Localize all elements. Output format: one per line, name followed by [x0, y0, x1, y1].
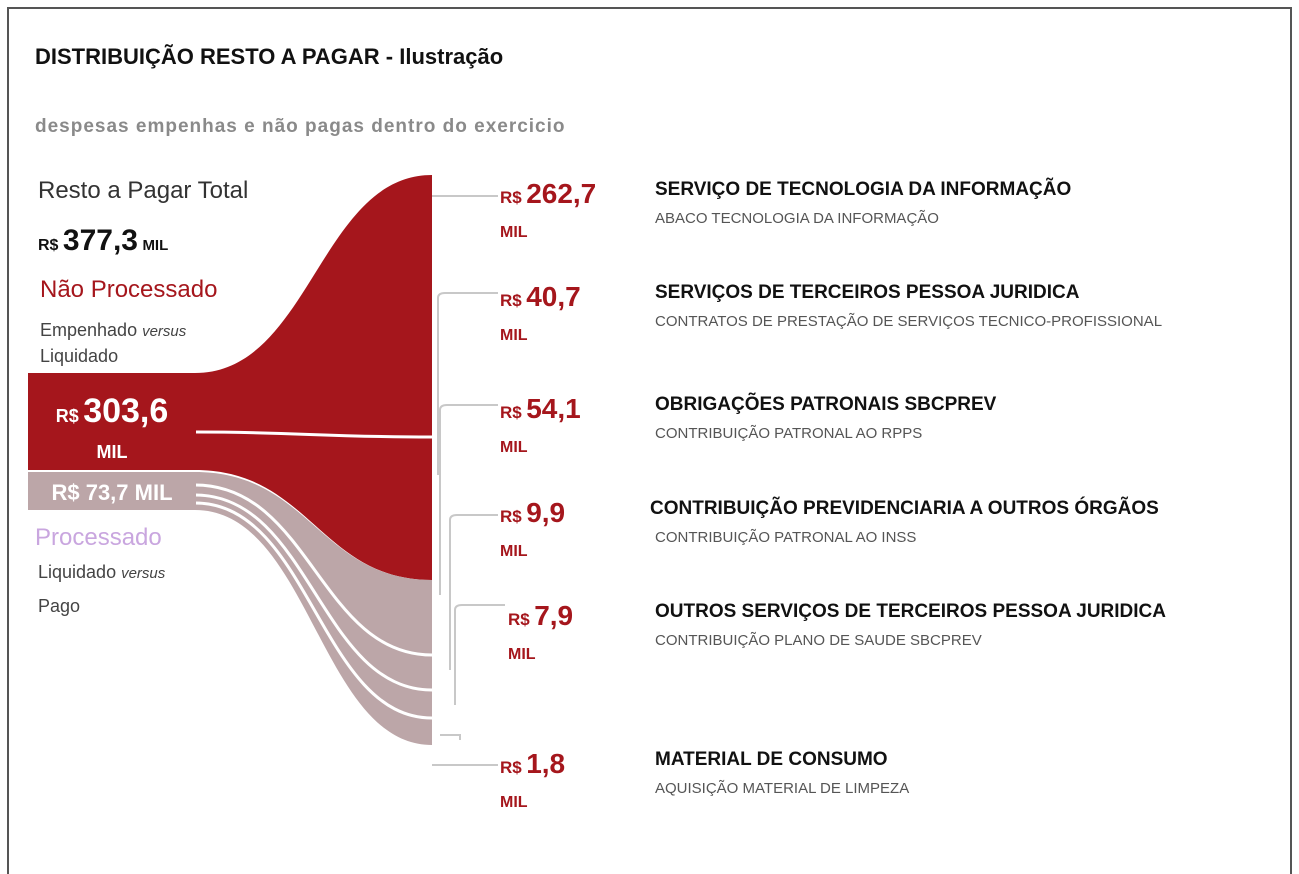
processado-desc: Pago [38, 596, 80, 616]
item-amount: R$ 262,7 [500, 178, 596, 209]
item-description: AQUISIÇÃO MATERIAL DE LIMPEZA [655, 780, 909, 797]
item-unit: MIL [500, 439, 528, 456]
currency: R$ [500, 758, 522, 777]
flow-separator [194, 483, 433, 657]
subtitle: despesas empenhas e não pagas dentro do … [35, 116, 566, 137]
processado-label: Processado [35, 524, 162, 551]
item-description: ABACO TECNOLOGIA DA INFORMAÇÃO [655, 210, 939, 227]
value: 7,9 [534, 600, 573, 631]
value: 303,6 [83, 392, 168, 430]
processado-amount: R$ 73,7 MIL [51, 480, 172, 505]
currency: R$ [56, 406, 79, 426]
desc-em: versus [142, 323, 187, 340]
processado-box [28, 472, 196, 510]
item-unit: MIL [508, 646, 536, 663]
item-description: CONTRATOS DE PRESTAÇÃO DE SERVIÇOS TECNI… [655, 313, 1162, 330]
item-amount: R$ 7,9 [508, 600, 573, 631]
item-description: CONTRIBUIÇÃO PLANO DE SAUDE SBCPREV [655, 632, 982, 649]
nao-processado-desc: Liquidado [40, 346, 118, 366]
item-description: CONTRIBUIÇÃO PATRONAL AO INSS [655, 529, 916, 546]
item-amount: R$ 1,8 [500, 748, 565, 779]
currency: R$ [500, 403, 522, 422]
flow-separator [194, 430, 433, 439]
nao-processado-amount: R$ 303,6 [56, 392, 169, 430]
connector [449, 514, 498, 670]
item-category: SERVIÇOS DE TERCEIROS PESSOA JURIDICA [655, 282, 1080, 303]
item-category: CONTRIBUIÇÃO PREVIDENCIARIA A OUTROS ÓRG… [650, 497, 1159, 519]
desc: Empenhado [40, 320, 137, 340]
desc-em: versus [121, 565, 166, 582]
currency: R$ [500, 291, 522, 310]
flow-separator [194, 501, 433, 720]
currency: R$ [508, 610, 530, 629]
title: DISTRIBUIÇÃO RESTO A PAGAR - Ilustração [35, 44, 503, 69]
total-amount: R$ 377,3 MIL [38, 224, 168, 257]
total-label: Resto a Pagar Total [38, 177, 248, 204]
nao-processado-unit: MIL [97, 442, 128, 462]
connectors [432, 195, 505, 766]
item-amount: R$ 9,9 [500, 497, 565, 528]
flow-separator [194, 493, 433, 692]
item-unit: MIL [500, 224, 528, 241]
connector [439, 404, 498, 595]
connector [437, 292, 498, 475]
nao-processado-label: Não Processado [40, 276, 217, 303]
processado-desc: Liquidado versus [38, 562, 166, 582]
unit: MIL [142, 237, 168, 254]
value: 262,7 [526, 178, 596, 209]
frame [7, 7, 1292, 874]
item-unit: MIL [500, 543, 528, 560]
connector [440, 734, 461, 740]
currency: R$ [500, 188, 522, 207]
item-category: OBRIGAÇÕES PATRONAIS SBCPREV [655, 393, 997, 415]
item-amount: R$ 54,1 [500, 393, 581, 424]
value: 1,8 [526, 748, 565, 779]
item-amount: R$ 40,7 [500, 281, 581, 312]
value: 9,9 [526, 497, 565, 528]
desc: Liquidado [38, 562, 116, 582]
connector [454, 604, 505, 705]
currency: R$ [500, 507, 522, 526]
item-unit: MIL [500, 794, 528, 811]
item-unit: MIL [500, 327, 528, 344]
value: 54,1 [526, 393, 581, 424]
item-category: OUTROS SERVIÇOS DE TERCEIROS PESSOA JURI… [655, 601, 1166, 622]
item-category: SERVIÇO DE TECNOLOGIA DA INFORMAÇÃO [655, 178, 1071, 200]
item-category: MATERIAL DE CONSUMO [655, 749, 888, 770]
value: 377,3 [63, 224, 138, 257]
currency: R$ [38, 237, 59, 254]
nao-processado-desc: Empenhado versus [40, 320, 187, 340]
flow-nao-processado [195, 175, 432, 580]
nao-processado-box [28, 373, 196, 470]
item-description: CONTRIBUIÇÃO PATRONAL AO RPPS [655, 425, 922, 442]
value: 40,7 [526, 281, 581, 312]
